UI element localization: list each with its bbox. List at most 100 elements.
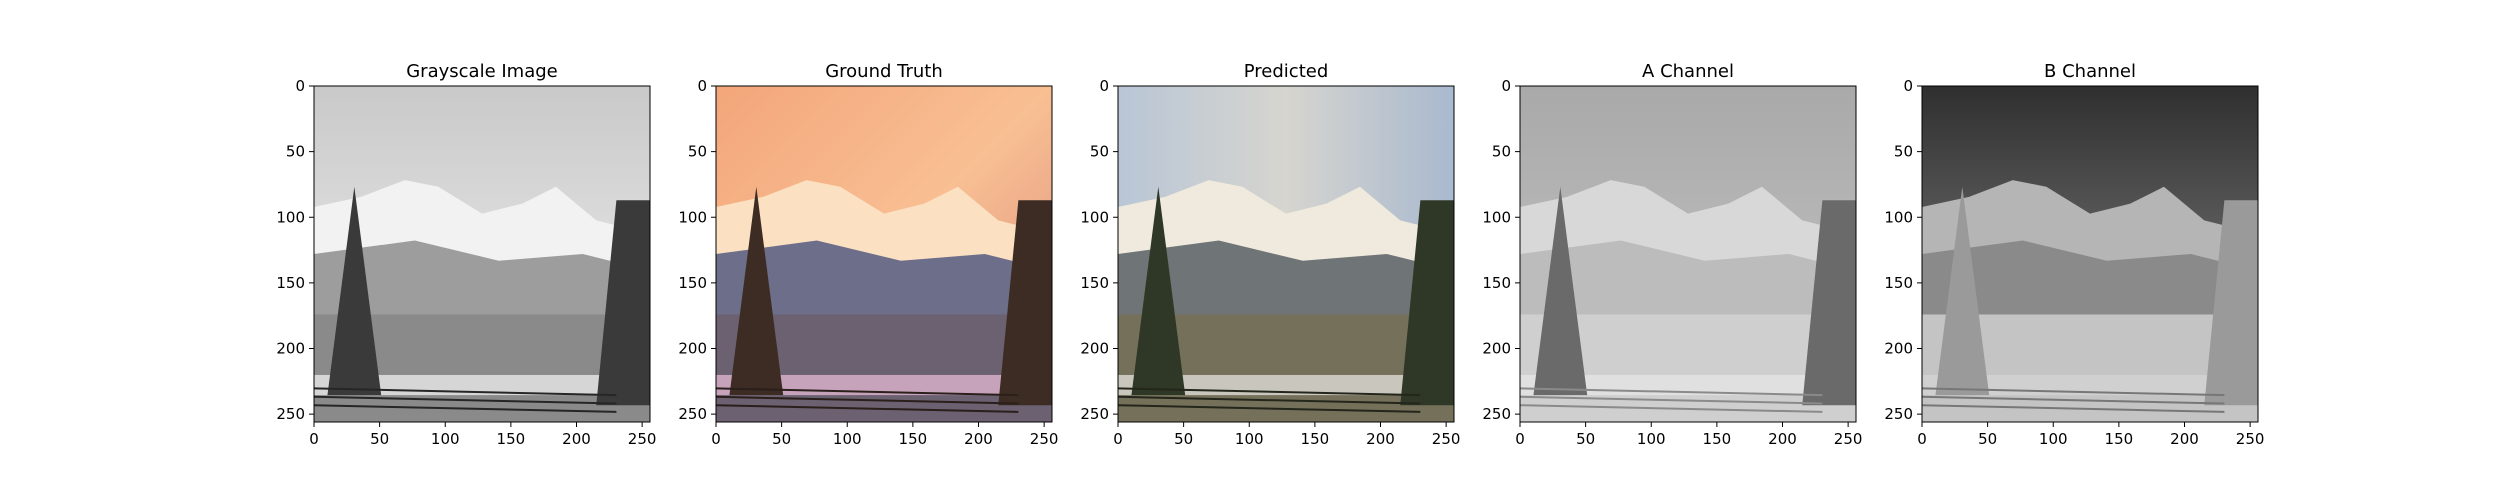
y-tick-label: 50 bbox=[1492, 143, 1511, 161]
fence-rail bbox=[1519, 387, 1823, 397]
y-tick-label: 100 bbox=[1884, 208, 1913, 226]
x-tick-label: 100 bbox=[2039, 430, 2068, 448]
mountain-shadow bbox=[1922, 240, 2258, 322]
x-tick-label: 250 bbox=[1030, 430, 1059, 448]
x-tick-label: 0 bbox=[309, 430, 319, 448]
y-tick-label: 150 bbox=[276, 274, 305, 292]
tree-left bbox=[1935, 186, 1990, 396]
fence-rail bbox=[313, 387, 617, 397]
panel-image bbox=[1117, 86, 1454, 422]
y-tick-label: 250 bbox=[1884, 405, 1913, 423]
panel-title: Predicted bbox=[1244, 61, 1329, 82]
x-tick-label: 100 bbox=[431, 430, 460, 448]
fence-rail bbox=[715, 395, 1019, 405]
x-tick-label: 200 bbox=[562, 430, 591, 448]
x-tick-label: 0 bbox=[711, 430, 721, 448]
tree-left bbox=[729, 186, 784, 396]
y-tick-label: 200 bbox=[1080, 340, 1109, 358]
x-tick-label: 100 bbox=[833, 430, 862, 448]
y-tick-label: 0 bbox=[1099, 77, 1109, 95]
tree-left bbox=[327, 186, 382, 396]
x-tick-label: 0 bbox=[1917, 430, 1927, 448]
mountain-shadow bbox=[716, 240, 1052, 322]
y-tick-label: 0 bbox=[1501, 77, 1511, 95]
x-tick-label: 150 bbox=[2105, 430, 2134, 448]
fence-rail bbox=[715, 387, 1019, 397]
y-tick-label: 0 bbox=[697, 77, 707, 95]
y-tick-label: 50 bbox=[688, 143, 707, 161]
tree-right bbox=[998, 200, 1052, 406]
panel-title: A Channel bbox=[1642, 61, 1734, 82]
y-tick-label: 200 bbox=[276, 340, 305, 358]
x-tick-label: 200 bbox=[1366, 430, 1395, 448]
y-tick-label: 150 bbox=[678, 274, 707, 292]
y-tick-label: 100 bbox=[1080, 208, 1109, 226]
y-tick-label: 0 bbox=[295, 77, 305, 95]
y-tick-label: 100 bbox=[276, 208, 305, 226]
fence-rail bbox=[1519, 395, 1823, 405]
y-tick-label: 250 bbox=[1482, 405, 1511, 423]
x-tick-label: 150 bbox=[1703, 430, 1732, 448]
y-tick-label: 150 bbox=[1884, 274, 1913, 292]
x-tick-label: 250 bbox=[1432, 430, 1461, 448]
panel-image bbox=[313, 86, 650, 422]
y-tick-label: 200 bbox=[678, 340, 707, 358]
x-tick-label: 50 bbox=[370, 430, 389, 448]
axes-frame bbox=[715, 85, 1053, 423]
fence-rail bbox=[1117, 387, 1421, 397]
mountain-shadow bbox=[314, 240, 650, 322]
x-tick-label: 250 bbox=[628, 430, 657, 448]
y-tick-label: 150 bbox=[1080, 274, 1109, 292]
fence-rail bbox=[1921, 395, 2225, 405]
x-tick-label: 50 bbox=[1174, 430, 1193, 448]
x-tick-label: 50 bbox=[772, 430, 791, 448]
x-tick-label: 150 bbox=[899, 430, 928, 448]
y-tick-label: 250 bbox=[276, 405, 305, 423]
fence-rail bbox=[1519, 404, 1823, 413]
y-tick-label: 100 bbox=[1482, 208, 1511, 226]
tree-left bbox=[1131, 186, 1186, 396]
x-tick-label: 150 bbox=[1301, 430, 1330, 448]
y-tick-label: 250 bbox=[678, 405, 707, 423]
tree-right bbox=[2204, 200, 2258, 406]
panel-image bbox=[715, 86, 1052, 422]
tree-right bbox=[1400, 200, 1454, 406]
y-tick-label: 200 bbox=[1884, 340, 1913, 358]
y-tick-label: 100 bbox=[678, 208, 707, 226]
axes-frame bbox=[313, 85, 651, 423]
x-tick-label: 250 bbox=[2236, 430, 2265, 448]
tree-right bbox=[596, 200, 650, 406]
fence-rail bbox=[715, 404, 1019, 413]
x-tick-label: 250 bbox=[1834, 430, 1863, 448]
fence-rail bbox=[1117, 395, 1421, 405]
panel-title: Grayscale Image bbox=[406, 61, 558, 82]
panel-image bbox=[1519, 86, 1856, 422]
y-tick-label: 50 bbox=[286, 143, 305, 161]
x-tick-label: 200 bbox=[964, 430, 993, 448]
x-tick-label: 100 bbox=[1637, 430, 1666, 448]
x-tick-label: 50 bbox=[1576, 430, 1595, 448]
y-tick-label: 50 bbox=[1894, 143, 1913, 161]
tree-left bbox=[1533, 186, 1588, 396]
axes-frame bbox=[1519, 85, 1857, 423]
x-tick-label: 100 bbox=[1235, 430, 1264, 448]
fence-rail bbox=[313, 395, 617, 405]
x-tick-label: 200 bbox=[2170, 430, 2199, 448]
y-tick-label: 0 bbox=[1903, 77, 1913, 95]
panel-image bbox=[1921, 86, 2258, 422]
x-tick-label: 150 bbox=[497, 430, 526, 448]
y-tick-label: 250 bbox=[1080, 405, 1109, 423]
fence-rail bbox=[1117, 404, 1421, 413]
fence-rail bbox=[313, 404, 617, 413]
fence-rail bbox=[1921, 404, 2225, 413]
mountain-shadow bbox=[1520, 240, 1856, 322]
panel-title: B Channel bbox=[2044, 61, 2136, 82]
y-tick-label: 200 bbox=[1482, 340, 1511, 358]
tree-right bbox=[1802, 200, 1856, 406]
